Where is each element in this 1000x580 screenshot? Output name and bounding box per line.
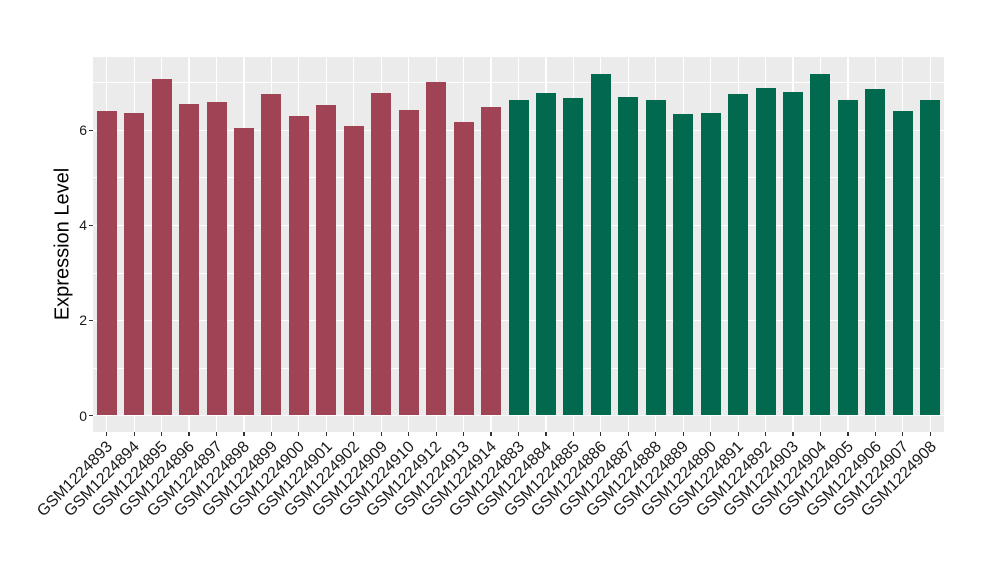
x-tick-mark [929,432,931,436]
x-tick-mark [215,432,218,436]
x-tick-mark [545,432,547,436]
bar-GSM1224912 [426,81,447,416]
x-tick-mark [408,432,410,436]
x-tick-mark [600,432,602,436]
x-tick-mark [902,432,904,436]
x-tick-mark [655,432,657,436]
y-tick-mark [89,224,93,226]
x-tick-mark [380,432,382,436]
bar-GSM1224909 [371,92,392,416]
y-tick-mark [89,414,93,417]
y-tick-label: 0 [79,407,87,424]
x-tick-mark [161,432,163,436]
x-tick-mark [462,432,465,436]
plot-panel [93,57,944,432]
y-tick-mark [89,319,93,322]
y-tick-label: 4 [79,217,87,234]
bar-GSM1224903 [783,92,804,416]
y-tick-mark [89,129,93,131]
y-axis-title: Expression Level [51,167,74,321]
bar-GSM1224888 [645,99,666,416]
bar-GSM1224895 [151,78,172,416]
x-tick-mark [572,432,574,436]
x-tick-mark [188,432,190,436]
bar-GSM1224906 [865,89,886,416]
x-tick-mark [490,432,492,436]
bar-GSM1224913 [453,122,474,416]
y-tick-label: 2 [79,312,87,329]
x-tick-mark [874,432,876,436]
bar-GSM1224893 [96,110,117,416]
bar-GSM1224885 [563,97,584,416]
x-tick-mark [847,432,849,436]
x-tick-mark [737,432,739,436]
bar-GSM1224898 [233,128,254,416]
bar-GSM1224897 [206,101,227,416]
y-tick-label: 6 [79,122,87,139]
x-tick-mark [353,432,355,436]
x-tick-mark [710,432,712,436]
bar-GSM1224905 [837,100,858,416]
x-tick-mark [764,432,767,436]
bar-GSM1224892 [755,88,776,416]
bar-GSM1224894 [124,112,145,416]
x-tick-mark [106,432,108,436]
bar-GSM1224910 [398,110,419,416]
x-tick-mark [325,432,327,436]
bar-GSM1224907 [892,110,913,416]
x-tick-mark [133,432,135,436]
x-tick-mark [435,432,437,436]
bar-GSM1224901 [316,105,337,416]
bar-GSM1224914 [481,107,502,416]
bar-GSM1224884 [535,93,556,416]
bar-GSM1224904 [810,73,831,416]
x-tick-mark [627,432,629,436]
bar-GSM1224896 [179,104,200,416]
bar-GSM1224889 [673,114,694,416]
x-tick-mark [517,432,520,436]
bar-GSM1224890 [700,112,721,416]
bar-GSM1224883 [508,100,529,416]
x-tick-mark [270,432,273,436]
bar-GSM1224902 [343,126,364,416]
x-tick-mark [243,432,245,436]
bar-GSM1224908 [920,99,941,416]
bar-GSM1224899 [261,94,282,416]
x-tick-mark [792,432,794,436]
x-tick-mark [298,432,300,436]
bar-GSM1224900 [288,116,309,416]
x-tick-mark [682,432,684,436]
x-tick-mark [819,432,822,436]
bar-GSM1224891 [728,94,749,416]
bar-GSM1224887 [618,96,639,416]
bar-GSM1224886 [590,73,611,416]
